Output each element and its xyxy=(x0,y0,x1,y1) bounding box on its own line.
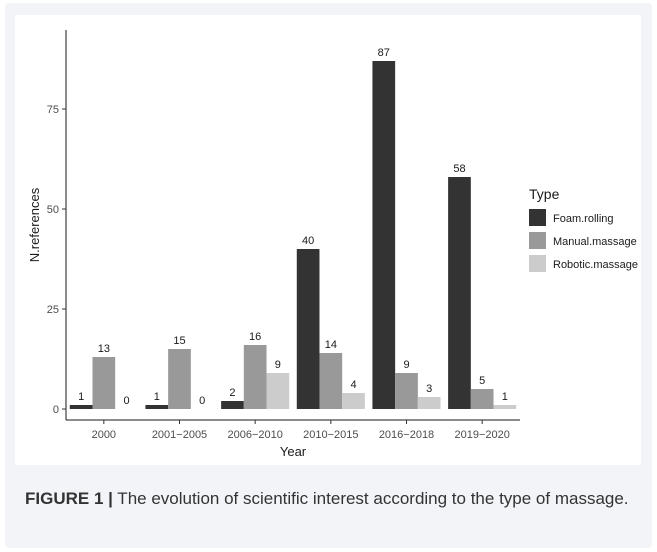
data-label: 14 xyxy=(325,339,337,351)
legend-label: Robotic.massage xyxy=(553,259,638,271)
data-label: 1 xyxy=(154,391,160,403)
bar xyxy=(417,397,441,409)
bar xyxy=(266,373,290,409)
y-tick-label: 75 xyxy=(47,104,59,116)
figure-frame: 0 25 50 75 2000 1 13 0 2001−2005 1 15 0 2006−2010 2 16… xyxy=(5,3,652,548)
bar xyxy=(168,349,191,409)
x-tick-label: 2019−2020 xyxy=(454,429,509,441)
data-label: 9 xyxy=(403,359,409,371)
x-tick-label: 2010−2015 xyxy=(303,429,358,441)
bar xyxy=(296,249,320,409)
y-tick-label: 50 xyxy=(47,204,59,216)
x-tick-label: 2006−2010 xyxy=(227,429,282,441)
bar xyxy=(243,345,267,409)
bar xyxy=(448,177,471,409)
data-label: 40 xyxy=(302,235,314,247)
legend-key xyxy=(529,209,546,226)
data-label: 58 xyxy=(453,163,465,175)
legend-key xyxy=(529,255,546,272)
data-label: 15 xyxy=(173,335,185,347)
bar-chart: 0255075200011302001−200511502006−2010216… xyxy=(27,30,638,459)
y-tick-label: 0 xyxy=(53,404,59,416)
x-tick-label: 2016−2018 xyxy=(379,429,434,441)
caption-text: The evolution of scientific interest acc… xyxy=(112,489,629,508)
caption-label: FIGURE 1 | xyxy=(25,489,113,508)
figure-caption: FIGURE 1 | The evolution of scientific i… xyxy=(25,486,645,511)
y-axis-title: N.references xyxy=(27,187,42,262)
data-label: 0 xyxy=(199,395,205,407)
data-label: 1 xyxy=(78,391,84,403)
legend-label: Foam.rolling xyxy=(553,213,614,225)
bar xyxy=(92,357,116,409)
legend-key xyxy=(529,232,546,249)
bar xyxy=(372,61,396,409)
bar xyxy=(470,389,494,409)
data-label: 3 xyxy=(426,383,432,395)
plot-panel: 0 25 50 75 2000 1 13 0 2001−2005 1 15 0 2006−2010 2 16… xyxy=(15,15,641,465)
data-label: 5 xyxy=(479,375,485,387)
bar xyxy=(221,401,244,409)
data-label: 9 xyxy=(275,359,281,371)
data-label: 16 xyxy=(249,331,261,343)
data-label: 0 xyxy=(123,395,129,407)
data-label: 13 xyxy=(98,343,110,355)
data-label: 87 xyxy=(378,47,390,59)
x-tick-label: 2000 xyxy=(92,429,116,441)
data-label: 4 xyxy=(350,379,356,391)
bar xyxy=(342,393,365,409)
bar xyxy=(69,405,93,409)
data-label: 2 xyxy=(229,387,235,399)
bar xyxy=(145,405,169,409)
x-axis-title: Year xyxy=(280,444,307,459)
x-tick-label: 2001−2005 xyxy=(152,429,207,441)
bar xyxy=(319,353,343,409)
bar xyxy=(493,405,517,409)
legend-title: Type xyxy=(529,186,560,202)
data-label: 1 xyxy=(502,391,508,403)
legend-label: Manual.massage xyxy=(553,236,637,248)
y-tick-label: 25 xyxy=(47,304,59,316)
bar xyxy=(395,373,418,409)
